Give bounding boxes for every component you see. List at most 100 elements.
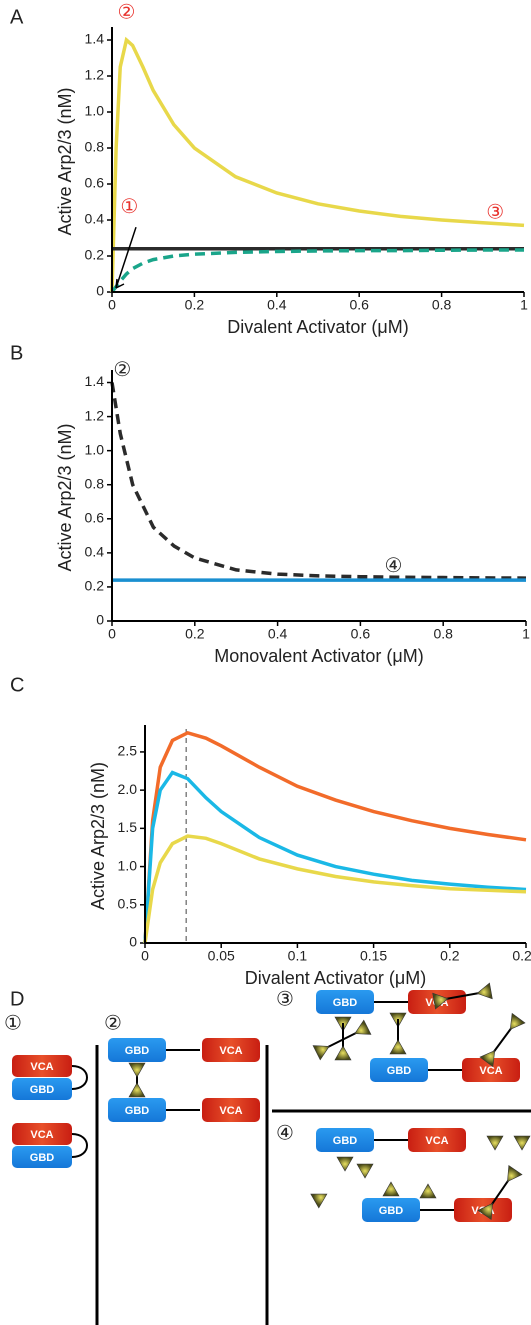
annotation: ② <box>117 0 135 24</box>
series-line <box>110 248 524 294</box>
triangle <box>419 1183 437 1199</box>
gbd-label: GBD <box>30 1084 55 1096</box>
x-tick-label: 0.6 <box>351 626 371 642</box>
y-tick-label: 1.0 <box>85 441 105 457</box>
y-axis-label: Active Arp2/3 (nM) <box>55 87 75 235</box>
x-axis-label: Monovalent Activator (μM) <box>214 646 423 666</box>
y-tick-label: 0.6 <box>85 509 105 525</box>
y-tick-label: 0.2 <box>85 578 105 594</box>
y-tick-label: 0.8 <box>85 475 105 491</box>
vca-label: VCA <box>219 1105 242 1117</box>
triangle <box>312 1045 330 1061</box>
y-tick-label: 0 <box>96 612 104 628</box>
x-tick-label: 0.2 <box>185 626 205 642</box>
triangle <box>432 992 449 1010</box>
gbd-label: GBD <box>379 1205 404 1217</box>
gbd-label: GBD <box>387 1065 412 1077</box>
gbd-domain <box>12 1078 72 1100</box>
gbd-label: GBD <box>125 1045 150 1057</box>
x-tick-label: 1 <box>522 626 530 642</box>
x-tick-label: 1 <box>520 297 528 313</box>
triangle <box>479 1050 496 1068</box>
y-tick-label: 0.5 <box>118 895 138 911</box>
triangle <box>354 1019 372 1035</box>
section-label: ③ <box>276 987 294 1011</box>
y-tick-label: 0.4 <box>85 211 105 227</box>
triangle <box>334 1045 352 1061</box>
series-line <box>110 382 527 580</box>
section-label: ① <box>4 1011 22 1035</box>
x-tick-label: 0 <box>108 297 116 313</box>
gbd-label: GBD <box>333 997 358 1009</box>
triangle <box>310 1193 328 1209</box>
triangle <box>382 1181 400 1197</box>
x-tick-label: 0.15 <box>360 948 387 964</box>
y-tick-label: 1.2 <box>85 67 105 83</box>
gbd-domain <box>316 1128 374 1152</box>
triangle <box>486 1135 504 1151</box>
triangle <box>389 1039 407 1055</box>
annotation: ③ <box>486 199 504 223</box>
annotation: ② <box>113 357 131 381</box>
vca-label: VCA <box>479 1065 502 1077</box>
arrow <box>115 226 137 289</box>
gbd-domain <box>362 1198 420 1222</box>
y-tick-label: 0 <box>96 283 104 299</box>
x-tick-label: 0.1 <box>288 948 308 964</box>
vca-label: VCA <box>30 1129 53 1141</box>
x-tick-label: 0.8 <box>433 626 453 642</box>
vca-label: VCA <box>425 1135 448 1147</box>
y-axis-label: Active Arp2/3 (nM) <box>88 762 108 910</box>
gbd-domain <box>12 1146 72 1168</box>
x-tick-label: 0.4 <box>268 626 288 642</box>
triangle <box>356 1163 374 1179</box>
vca-domain <box>12 1123 72 1145</box>
panel-label: B <box>10 342 23 364</box>
x-tick-label: 0.6 <box>349 297 369 313</box>
triangle <box>509 1012 526 1030</box>
x-tick-label: 0.25 <box>512 948 531 964</box>
y-tick-label: 1.0 <box>118 857 138 873</box>
vca-label: VCA <box>219 1045 242 1057</box>
x-tick-label: 0.8 <box>432 297 452 313</box>
gbd-label: GBD <box>30 1152 55 1164</box>
x-tick-label: 0 <box>108 626 116 642</box>
vca-domain <box>202 1038 260 1062</box>
series-line <box>110 36 525 293</box>
y-axis-label: Active Arp2/3 (nM) <box>55 423 75 571</box>
y-tick-label: 1.5 <box>118 819 138 835</box>
x-axis-label: Divalent Activator (μM) <box>227 317 408 337</box>
triangle <box>128 1082 146 1098</box>
panel-label: A <box>10 6 24 28</box>
gbd-domain <box>108 1038 166 1062</box>
y-tick-label: 1.0 <box>85 103 105 119</box>
gbd-domain <box>370 1058 428 1082</box>
y-tick-label: 0.8 <box>85 139 105 155</box>
y-tick-label: 0 <box>129 934 137 950</box>
y-tick-label: 0.4 <box>85 544 105 560</box>
series-line <box>143 730 527 944</box>
x-tick-label: 0.2 <box>185 297 205 313</box>
y-tick-label: 0.6 <box>85 175 105 191</box>
diagram: D ① ② ③ ④ VCA GBD VCA GBD GBD VCA GBD VCA GBD VCA… <box>4 982 531 1325</box>
annotation: ① <box>120 194 138 218</box>
vca-label: VCA <box>30 1061 53 1073</box>
y-tick-label: 1.2 <box>85 407 105 423</box>
vca-domain <box>12 1055 72 1077</box>
vca-domain <box>462 1058 520 1082</box>
x-tick-label: 0.4 <box>267 297 287 313</box>
triangle <box>507 1164 523 1183</box>
x-axis-label: Divalent Activator (μM) <box>245 968 426 988</box>
y-tick-label: 2.0 <box>118 781 138 797</box>
linker <box>71 1133 88 1158</box>
section-label: ② <box>104 1011 122 1035</box>
triangle <box>128 1062 146 1078</box>
y-tick-label: 0.2 <box>85 247 105 263</box>
series-line <box>143 834 527 944</box>
panel-label: C <box>10 674 24 696</box>
gbd-label: GBD <box>333 1135 358 1147</box>
series-line <box>143 770 527 944</box>
x-tick-label: 0.2 <box>440 948 460 964</box>
x-tick-label: 0.05 <box>208 948 235 964</box>
